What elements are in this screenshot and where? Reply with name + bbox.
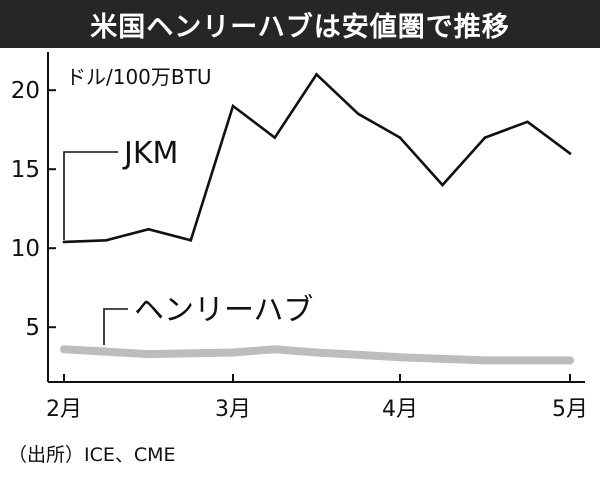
jkm-point [147, 227, 150, 231]
jkm-point [105, 239, 108, 242]
chart-ticks: 5 10 15 20 2月 3月 4月 5月 [11, 78, 588, 422]
x-tick-label: 5月 [552, 397, 588, 422]
jkm-leader-line [63, 151, 118, 240]
henry-hub-point [229, 348, 237, 357]
jkm-point [315, 73, 318, 76]
jkm-point [568, 152, 572, 155]
x-tick-label: 3月 [215, 397, 251, 422]
henry-hub-point [271, 345, 279, 354]
jkm-point [526, 120, 529, 124]
jkm-point [483, 136, 487, 139]
chart-title: 米国ヘンリーハブは安値圏で推移 [0, 0, 600, 48]
jkm-series-label: JKM [122, 136, 178, 171]
y-tick-label: 5 [25, 315, 40, 341]
y-tick-label: 10 [11, 236, 40, 262]
jkm-point [357, 112, 360, 116]
henry-hub-line [60, 345, 574, 365]
line-chart: 5 10 15 20 2月 3月 4月 5月 ドル/100万BTU JKM ヘンリーハブ [11, 52, 588, 422]
unit-label: ドル/100万BTU [66, 65, 212, 89]
source-note: （出所）ICE、CME [8, 444, 176, 466]
jkm-point [441, 183, 444, 187]
henry-hub-leader-line [103, 308, 128, 345]
x-tick-label: 2月 [46, 397, 82, 422]
henry-hub-point [144, 350, 153, 358]
y-tick-label: 20 [11, 78, 40, 104]
chart-axes [47, 52, 585, 383]
jkm-point [398, 136, 402, 139]
jkm-point [189, 239, 193, 242]
henry-hub-series-label: ヘンリーハブ [134, 293, 313, 328]
chart-series [60, 72, 574, 365]
henry-hub-point [312, 348, 321, 357]
henry-hub-point [566, 356, 574, 365]
y-tick-label: 15 [11, 157, 40, 183]
jkm-point [231, 104, 235, 108]
henry-hub-point [481, 356, 489, 365]
henry-hub-point [396, 353, 404, 362]
jkm-point [273, 136, 277, 139]
henry-hub-point [60, 345, 68, 354]
chart-labels: ドル/100万BTU JKM ヘンリーハブ [63, 65, 313, 345]
x-tick-label: 4月 [382, 397, 418, 422]
jkm-point [62, 240, 66, 244]
